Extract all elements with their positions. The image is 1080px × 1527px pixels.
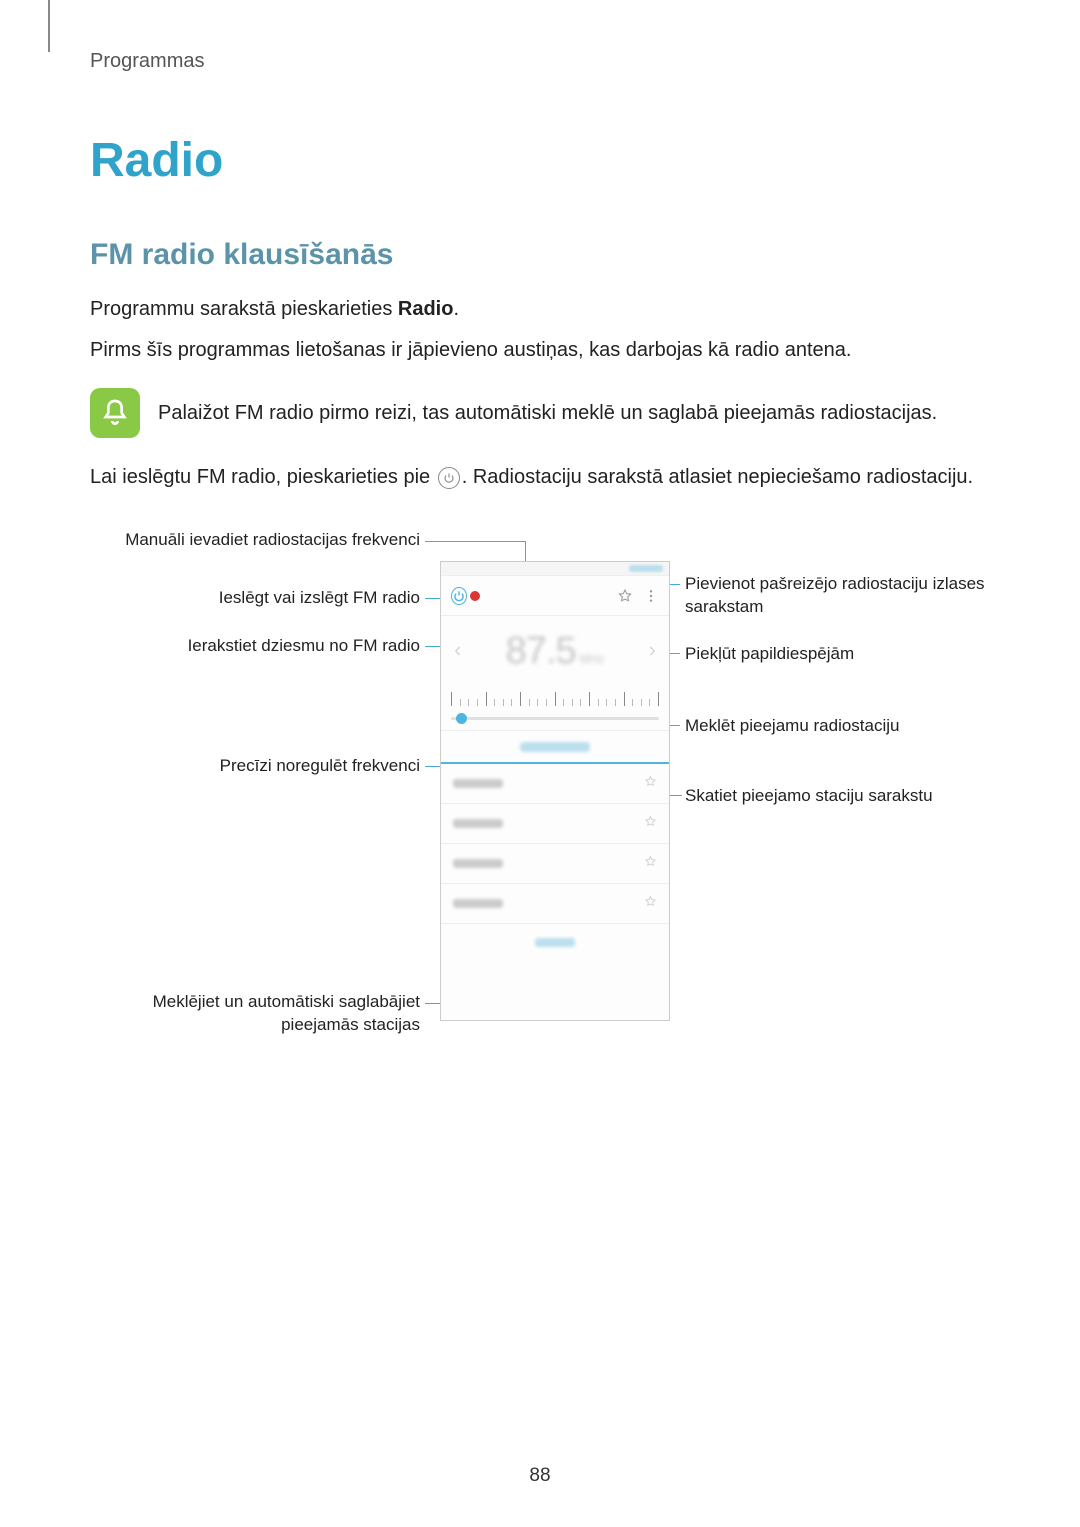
station-freq xyxy=(453,899,503,908)
station-row[interactable] xyxy=(441,804,669,844)
status-bar xyxy=(441,562,669,576)
callout-station-list: Skatiet pieejamo staciju sarakstu xyxy=(685,785,1015,808)
leader-line xyxy=(670,795,682,796)
callout-more-options: Piekļūt papildiespējām xyxy=(685,643,1015,666)
section-heading: FM radio klausīšanās xyxy=(90,238,990,272)
favorite-button[interactable] xyxy=(617,588,633,604)
bell-icon xyxy=(90,388,140,438)
text: Programmu sarakstā pieskarieties xyxy=(90,298,398,320)
paragraph-2: Pirms šīs programmas lietošanas ir jāpie… xyxy=(90,335,990,366)
scan-button[interactable] xyxy=(441,924,669,960)
station-freq xyxy=(453,859,503,868)
status-indicators xyxy=(629,565,663,572)
page-edge-mark xyxy=(48,0,50,52)
star-icon[interactable] xyxy=(644,815,657,833)
station-freq xyxy=(453,779,503,788)
callout-fine-tune: Precīzi noregulēt frekvenci xyxy=(90,755,420,778)
station-row[interactable] xyxy=(441,884,669,924)
power-button[interactable] xyxy=(451,588,467,604)
chevron-right-icon[interactable] xyxy=(645,644,659,658)
annotated-screenshot: Manuāli ievadiet radiostacijas frekvenci… xyxy=(90,521,990,1141)
frequency-display[interactable]: 87.5 MHz xyxy=(506,630,605,673)
text: . xyxy=(453,298,459,320)
note-text: Palaižot FM radio pirmo reizi, tas autom… xyxy=(158,398,937,428)
station-row[interactable] xyxy=(441,764,669,804)
page-number: 88 xyxy=(0,1465,1080,1487)
scan-label xyxy=(535,938,575,947)
callout-auto-scan: Meklējiet un automātiski saglabājiet pie… xyxy=(90,991,420,1037)
power-icon xyxy=(438,467,460,489)
chevron-left-icon[interactable] xyxy=(451,644,465,658)
station-row[interactable] xyxy=(441,844,669,884)
slider-thumb[interactable] xyxy=(456,713,467,724)
leader-line xyxy=(425,541,525,542)
phone-mockup: 87.5 MHz xyxy=(440,561,670,1021)
paragraph-3: Lai ieslēgtu FM radio, pieskarieties pie… xyxy=(90,462,990,493)
breadcrumb: Programmas xyxy=(90,50,990,73)
text: Lai ieslēgtu FM radio, pieskarieties pie xyxy=(90,466,436,488)
slider-track xyxy=(451,717,659,720)
callout-add-favorite: Pievienot pašreizējo radiostaciju izlase… xyxy=(685,573,1015,619)
record-button[interactable] xyxy=(467,588,483,604)
text: . Radiostaciju sarakstā atlasiet nepieci… xyxy=(462,466,973,488)
frequency-value: 87.5 xyxy=(506,630,576,673)
page-content: Programmas Radio FM radio klausīšanās Pr… xyxy=(0,0,1080,1141)
radio-toolbar xyxy=(441,576,669,616)
tuner-dial[interactable] xyxy=(441,686,669,730)
callout-power-toggle: Ieslēgt vai izslēgt FM radio xyxy=(90,587,420,610)
text-bold: Radio xyxy=(398,298,454,320)
star-icon[interactable] xyxy=(644,855,657,873)
frequency-row: 87.5 MHz xyxy=(441,616,669,686)
paragraph-1: Programmu sarakstā pieskarieties Radio. xyxy=(90,294,990,325)
station-freq xyxy=(453,819,503,828)
callout-manual-frequency: Manuāli ievadiet radiostacijas frekvenci xyxy=(90,529,420,552)
frequency-unit: MHz xyxy=(580,652,605,666)
station-list-tab[interactable] xyxy=(441,730,669,764)
star-icon[interactable] xyxy=(644,895,657,913)
callout-seek-station: Meklēt pieejamu radiostaciju xyxy=(685,715,1015,738)
more-button[interactable] xyxy=(643,588,659,604)
page-title: Radio xyxy=(90,133,990,188)
star-icon[interactable] xyxy=(644,775,657,793)
callout-record: Ierakstiet dziesmu no FM radio xyxy=(90,635,420,658)
note-callout: Palaižot FM radio pirmo reizi, tas autom… xyxy=(90,388,990,438)
tick-marks xyxy=(451,692,659,714)
tab-label xyxy=(520,742,590,752)
